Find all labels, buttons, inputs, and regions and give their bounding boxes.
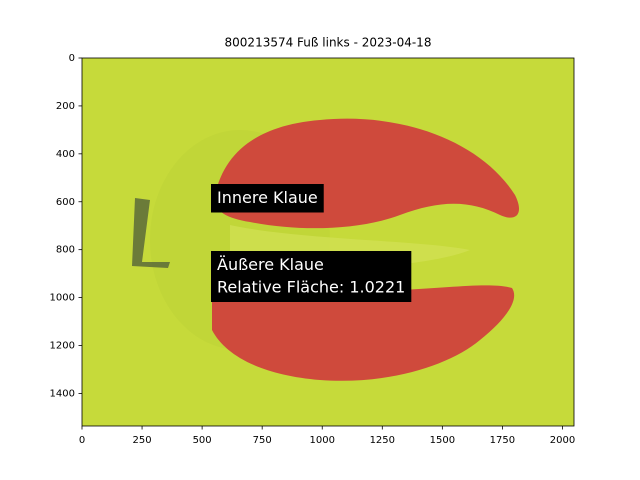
annotation-box [211,184,324,213]
y-tick-label: 1000 [50,293,75,304]
annotations: Innere Klaue Äußere Klaue Relative Fläche:… [211,184,412,302]
x-tick-label: 1250 [370,435,395,446]
photo [82,58,574,426]
x-tick-label: 1750 [490,435,515,446]
y-tick-label: 200 [56,101,75,112]
x-tick-label: 1500 [430,435,455,446]
annotation-box [211,251,412,302]
annotation-text: Äußere Klaue [217,255,324,274]
x-tick-label: 250 [133,435,152,446]
y-tick-label: 1400 [50,388,75,399]
y-tick-label: 400 [56,149,75,160]
x-tick-label: 1000 [310,435,335,446]
y-tick-label: 800 [56,245,75,256]
x-tick-label: 0 [79,435,85,446]
x-tick-label: 500 [193,435,212,446]
x-tick-label: 2000 [550,435,575,446]
y-tick-label: 0 [69,53,75,64]
annotation-text: Innere Klaue [217,188,318,207]
axes-frame [81,57,575,427]
y-tick-label: 600 [56,197,75,208]
annotation-text: Relative Fläche: 1.0221 [217,278,405,297]
chart-title: 800213574 Fuß links - 2023-04-18 [225,36,432,50]
x-tick-label: 750 [253,435,272,446]
y-tick-label: 1200 [50,341,75,352]
